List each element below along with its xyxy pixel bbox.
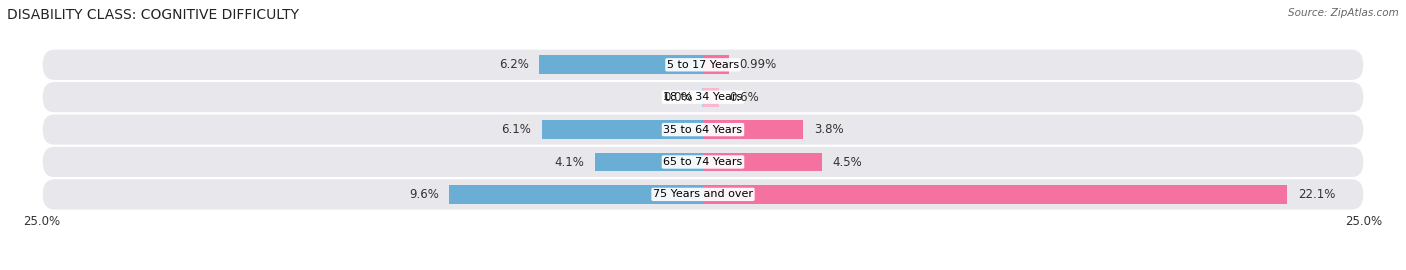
FancyBboxPatch shape: [42, 81, 1364, 113]
Text: 22.1%: 22.1%: [1298, 188, 1336, 201]
Text: 6.2%: 6.2%: [499, 58, 529, 71]
Bar: [703, 120, 803, 139]
Legend: Male, Female: Male, Female: [638, 266, 768, 270]
FancyBboxPatch shape: [42, 146, 1364, 178]
Text: 65 to 74 Years: 65 to 74 Years: [664, 157, 742, 167]
Text: 0.0%: 0.0%: [662, 91, 692, 104]
Text: Source: ZipAtlas.com: Source: ZipAtlas.com: [1288, 8, 1399, 18]
Text: 18 to 34 Years: 18 to 34 Years: [664, 92, 742, 102]
Text: 6.1%: 6.1%: [502, 123, 531, 136]
Text: 3.8%: 3.8%: [814, 123, 844, 136]
FancyBboxPatch shape: [42, 113, 1364, 146]
Bar: [538, 55, 703, 74]
Bar: [703, 55, 730, 74]
Text: 75 Years and over: 75 Years and over: [652, 189, 754, 200]
Bar: [703, 153, 823, 171]
Text: 4.5%: 4.5%: [832, 156, 862, 168]
Text: 9.6%: 9.6%: [409, 188, 439, 201]
Text: 0.6%: 0.6%: [730, 91, 759, 104]
Bar: [703, 88, 718, 107]
Bar: [541, 120, 703, 139]
FancyBboxPatch shape: [42, 178, 1364, 211]
Bar: [703, 185, 1286, 204]
Text: 0.99%: 0.99%: [740, 58, 778, 71]
Text: DISABILITY CLASS: COGNITIVE DIFFICULTY: DISABILITY CLASS: COGNITIVE DIFFICULTY: [7, 8, 299, 22]
Text: 4.1%: 4.1%: [554, 156, 583, 168]
Text: 5 to 17 Years: 5 to 17 Years: [666, 60, 740, 70]
Bar: [595, 153, 703, 171]
FancyBboxPatch shape: [42, 49, 1364, 81]
Text: 35 to 64 Years: 35 to 64 Years: [664, 124, 742, 135]
Bar: [450, 185, 703, 204]
